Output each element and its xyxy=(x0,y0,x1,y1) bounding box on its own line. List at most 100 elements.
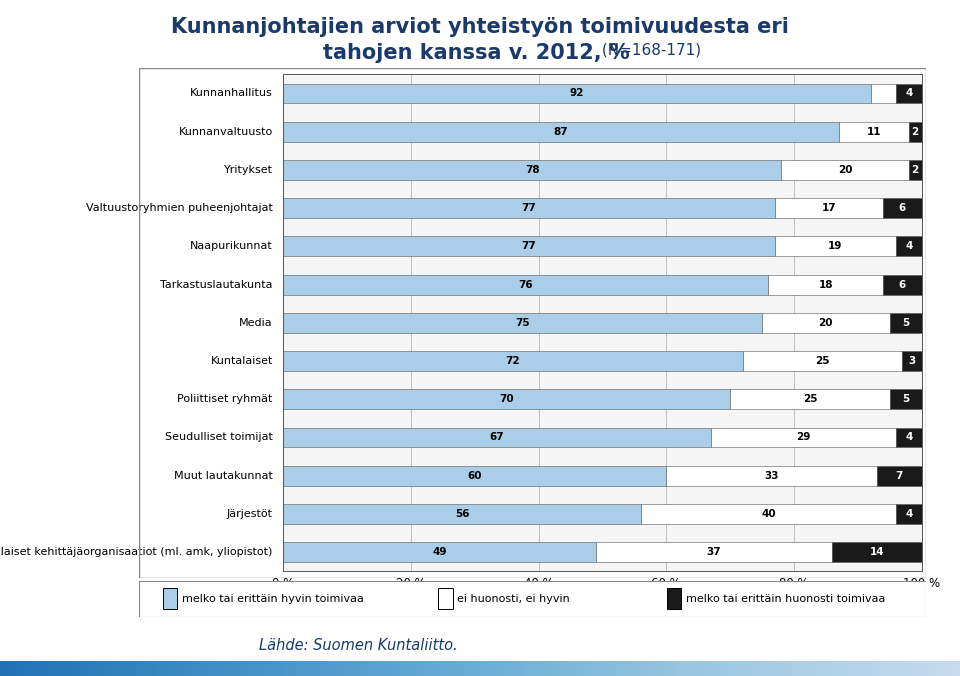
Text: 40: 40 xyxy=(761,509,776,519)
Bar xyxy=(666,466,876,485)
Bar xyxy=(283,427,711,448)
Text: 4: 4 xyxy=(905,241,913,251)
Bar xyxy=(439,588,452,610)
Text: 19: 19 xyxy=(828,241,843,251)
Text: 5: 5 xyxy=(902,318,909,328)
Text: Kunnanhallitus: Kunnanhallitus xyxy=(190,89,273,99)
Bar xyxy=(896,504,922,524)
Text: 6: 6 xyxy=(899,280,906,289)
Bar xyxy=(283,466,666,485)
Bar xyxy=(283,504,640,524)
Text: Yritykset: Yritykset xyxy=(224,165,273,175)
Text: 56: 56 xyxy=(455,509,469,519)
Bar xyxy=(762,313,890,333)
Text: 25: 25 xyxy=(803,394,817,404)
Bar xyxy=(283,198,775,218)
Text: Kuntalaiset: Kuntalaiset xyxy=(210,356,273,366)
Text: 77: 77 xyxy=(521,203,537,213)
Text: (N=168-171): (N=168-171) xyxy=(597,43,701,57)
Text: 2: 2 xyxy=(912,126,919,137)
Bar xyxy=(775,198,883,218)
Text: 75: 75 xyxy=(516,318,530,328)
Text: Media: Media xyxy=(239,318,273,328)
Bar xyxy=(283,351,743,371)
Text: 72: 72 xyxy=(506,356,520,366)
Text: 3: 3 xyxy=(908,356,916,366)
Bar xyxy=(883,274,922,295)
Text: 25: 25 xyxy=(815,356,829,366)
Text: Naapurikunnat: Naapurikunnat xyxy=(190,241,273,251)
Bar xyxy=(730,389,890,409)
Text: 70: 70 xyxy=(499,394,514,404)
Text: Muut lautakunnat: Muut lautakunnat xyxy=(174,470,273,481)
Bar xyxy=(909,122,922,142)
Bar xyxy=(283,313,762,333)
Text: 5: 5 xyxy=(902,394,909,404)
Bar xyxy=(832,542,922,562)
Bar xyxy=(871,84,896,103)
Bar xyxy=(711,427,896,448)
Bar xyxy=(743,351,902,371)
Bar xyxy=(876,466,922,485)
Bar xyxy=(283,274,768,295)
Bar xyxy=(896,84,922,103)
Text: 4: 4 xyxy=(905,509,913,519)
Text: 4: 4 xyxy=(905,89,913,99)
Bar xyxy=(283,237,775,256)
Bar xyxy=(839,122,909,142)
Text: 67: 67 xyxy=(490,433,504,443)
Text: Kunnanjohtajien arviot yhteistyön toimivuudesta eri: Kunnanjohtajien arviot yhteistyön toimiv… xyxy=(171,17,789,37)
Text: Seudulliset toimijat: Seudulliset toimijat xyxy=(165,433,273,443)
Bar xyxy=(883,198,922,218)
Bar xyxy=(666,588,681,610)
Text: 7: 7 xyxy=(896,470,903,481)
Bar xyxy=(890,313,922,333)
Text: 76: 76 xyxy=(518,280,533,289)
Text: 2: 2 xyxy=(912,165,919,175)
Text: 87: 87 xyxy=(554,126,568,137)
Text: 11: 11 xyxy=(867,126,881,137)
Text: 18: 18 xyxy=(819,280,833,289)
Bar xyxy=(781,160,909,180)
Bar xyxy=(640,504,896,524)
Bar xyxy=(909,160,922,180)
Bar xyxy=(163,588,177,610)
Text: melko tai erittäin hyvin toimivaa: melko tai erittäin hyvin toimivaa xyxy=(181,594,364,604)
Text: 17: 17 xyxy=(822,203,836,213)
Text: 49: 49 xyxy=(432,547,446,557)
FancyBboxPatch shape xyxy=(139,581,926,617)
Bar xyxy=(896,237,922,256)
Text: 20: 20 xyxy=(838,165,852,175)
Bar xyxy=(283,389,730,409)
Text: 92: 92 xyxy=(569,89,584,99)
Text: 4: 4 xyxy=(905,433,913,443)
Bar xyxy=(596,542,832,562)
Text: melko tai erittäin huonosti toimivaa: melko tai erittäin huonosti toimivaa xyxy=(685,594,885,604)
Text: 14: 14 xyxy=(870,547,884,557)
Bar xyxy=(283,542,596,562)
Bar xyxy=(896,427,922,448)
Text: 6: 6 xyxy=(899,203,906,213)
Bar xyxy=(902,351,922,371)
Text: 33: 33 xyxy=(764,470,779,481)
Text: 77: 77 xyxy=(521,241,537,251)
Text: ei huonosti, ei hyvin: ei huonosti, ei hyvin xyxy=(457,594,570,604)
Bar xyxy=(283,160,781,180)
Text: Kunnanvaltuusto: Kunnanvaltuusto xyxy=(179,126,273,137)
Text: tahojen kanssa v. 2012, %: tahojen kanssa v. 2012, % xyxy=(323,43,637,63)
Text: 37: 37 xyxy=(707,547,721,557)
Text: 60: 60 xyxy=(468,470,482,481)
Text: Lähde: Suomen Kuntaliitto.: Lähde: Suomen Kuntaliitto. xyxy=(259,638,458,653)
Text: 20: 20 xyxy=(819,318,833,328)
Text: Erilaiset kehittäjäorganisaatiot (ml. amk, yliopistot): Erilaiset kehittäjäorganisaatiot (ml. am… xyxy=(0,547,273,557)
Bar xyxy=(775,237,896,256)
Text: Valtuustoryhmien puheenjohtajat: Valtuustoryhmien puheenjohtajat xyxy=(86,203,273,213)
Text: 29: 29 xyxy=(796,433,810,443)
Bar xyxy=(283,122,839,142)
Bar xyxy=(768,274,883,295)
Bar xyxy=(890,389,922,409)
Text: 78: 78 xyxy=(525,165,540,175)
Bar xyxy=(283,84,871,103)
Text: Poliittiset ryhmät: Poliittiset ryhmät xyxy=(178,394,273,404)
Text: Järjestöt: Järjestöt xyxy=(227,509,273,519)
